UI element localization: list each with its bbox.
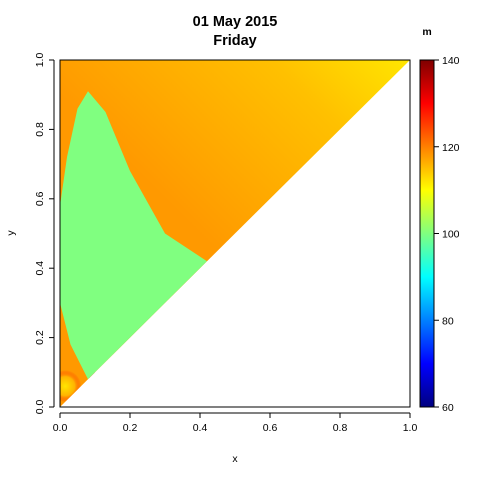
y-tick-label-5: 1.0 [34,53,46,68]
y-tick-label-4: 0.8 [34,122,46,137]
heatmap-field [60,60,410,407]
colorbar-gradient [419,59,435,408]
x-tick-label-1: 0.2 [123,422,138,434]
y-tick-label-0: 0.0 [34,400,46,415]
y-axis: 0.0 0.2 0.4 0.6 0.8 1.0 [34,53,55,415]
chart-subtitle: Friday [213,33,257,49]
y-tick-label-3: 0.6 [34,191,46,206]
plot-area [59,59,411,408]
y-tick-label-2: 0.4 [34,261,46,276]
plot-frame [59,59,411,408]
x-tick-label-3: 0.6 [263,422,278,434]
x-tick-label-4: 0.8 [333,422,348,434]
x-tick-label-0: 0.0 [53,422,68,434]
heatmap-left-lobe [60,91,207,380]
colorbar-tick-label-0: 60 [442,402,454,414]
y-tick-label-1: 0.2 [34,330,46,345]
x-tick-label-2: 0.4 [193,422,208,434]
colorbar: 60 80 100 120 140 [419,55,460,414]
x-axis-label: x [232,453,238,465]
colorbar-tick-label-1: 80 [442,315,454,327]
chart-title: 01 May 2015 [193,14,278,30]
x-axis: 0.0 0.2 0.4 0.6 0.8 1.0 [53,412,418,434]
y-axis-label: y [5,230,17,236]
colorbar-tick-label-4: 140 [442,55,460,67]
colorbar-tick-label-3: 120 [442,142,460,154]
colorbar-unit-label: m [422,26,431,38]
x-tick-label-5: 1.0 [403,422,418,434]
colorbar-tick-label-2: 100 [442,229,460,241]
